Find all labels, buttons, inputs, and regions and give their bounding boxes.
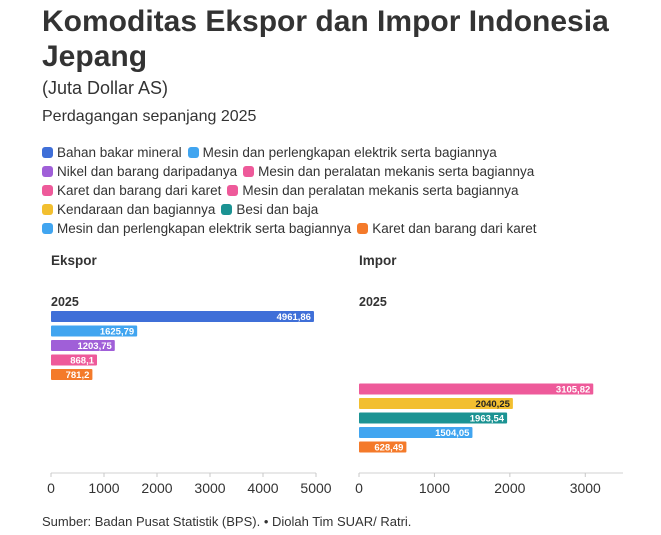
legend-label: Mesin dan perlengkapan elektrik serta ba…	[57, 221, 352, 236]
bar	[51, 354, 98, 366]
bar	[51, 311, 314, 322]
legend-item[interactable]: Mesin dan peralatan mekanis serta bagian…	[243, 164, 534, 179]
x-tick-label: 3000	[194, 480, 225, 496]
bar	[359, 412, 508, 424]
x-tick-label: 5000	[300, 480, 331, 496]
legend-item[interactable]: Mesin dan perlengkapan elektrik serta ba…	[187, 145, 497, 160]
category-label: 2025	[359, 295, 387, 309]
legend-label: Karet dan barang dari karet	[57, 183, 222, 198]
bar-value-label: 868,1	[70, 356, 94, 367]
legend-item[interactable]: Karet dan barang dari karet	[357, 221, 537, 236]
x-tick-label: 2000	[494, 480, 525, 496]
bar-value-label: 1625,79	[100, 327, 134, 338]
bar-value-label: 4961,86	[277, 312, 311, 323]
legend-item[interactable]: Kendaraan dan bagiannya	[42, 202, 215, 217]
legend-item[interactable]: Karet dan barang dari karet	[42, 183, 221, 198]
legend-item[interactable]: Mesin dan peralatan mekanis serta bagian…	[227, 183, 519, 198]
legend-swatch	[42, 166, 53, 177]
chart-subtitle-period: Perdagangan sepanjang 2025	[42, 108, 257, 125]
chart-title: Komoditas Ekspor dan Impor Indonesia Jep…	[42, 5, 609, 73]
chart-subtitle: (Juta Dollar AS)	[42, 78, 169, 98]
x-tick-label: 0	[47, 480, 55, 496]
bar	[51, 369, 93, 380]
legend: Bahan bakar mineral Mesin dan perlengkapa…	[42, 143, 652, 238]
legend-label: Mesin dan perlengkapan elektrik serta ba…	[202, 145, 497, 160]
category-label: 2025	[51, 295, 79, 309]
legend-swatch	[42, 147, 53, 158]
legend-swatch	[357, 223, 369, 234]
legend-label: Karet dan barang dari karet	[372, 221, 537, 236]
bar-value-label: 1203,75	[77, 341, 112, 352]
legend-row: Karet dan barang dari karet Mesin dan per…	[42, 181, 652, 200]
legend-swatch	[221, 204, 233, 215]
legend-row: Nikel dan barang daripadanya Mesin dan pe…	[42, 162, 652, 181]
legend-label: Mesin dan peralatan mekanis serta bagian…	[242, 183, 519, 198]
legend-item[interactable]: Besi dan baja	[221, 202, 318, 217]
source-note: Sumber: Badan Pusat Statistik (BPS). • D…	[42, 514, 412, 529]
x-tick-label: 0	[355, 480, 363, 496]
panel-title: Impor	[359, 253, 397, 268]
legend-item[interactable]: Nikel dan barang daripadanya	[42, 164, 237, 179]
legend-item[interactable]: Bahan bakar mineral	[42, 145, 182, 160]
bar-value-label: 2040,25	[476, 399, 511, 410]
bar-value-label: 3105,82	[556, 385, 590, 396]
legend-label: Nikel dan barang daripadanya	[57, 164, 238, 179]
x-tick-label: 1000	[88, 480, 119, 496]
x-tick-label: 4000	[247, 480, 278, 496]
legend-row: Bahan bakar mineral Mesin dan perlengkapa…	[42, 143, 652, 162]
bar-value-label: 628,49	[374, 443, 403, 454]
legend-label: Mesin dan peralatan mekanis serta bagian…	[258, 164, 535, 179]
bar-value-label: 781,2	[66, 370, 90, 381]
legend-swatch	[42, 223, 53, 234]
bar	[359, 427, 473, 438]
panel-title: Ekspor	[51, 253, 98, 268]
x-tick-label: 1000	[419, 480, 450, 496]
x-tick-label: 2000	[141, 480, 172, 496]
legend-swatch	[42, 185, 53, 196]
bar	[51, 325, 138, 337]
legend-label: Besi dan baja	[236, 202, 319, 217]
legend-swatch	[227, 185, 239, 196]
bar	[359, 383, 594, 395]
legend-row: Mesin dan perlengkapan elektrik serta ba…	[42, 219, 652, 238]
legend-item[interactable]: Mesin dan perlengkapan elektrik serta ba…	[42, 221, 351, 236]
legend-label: Bahan bakar mineral	[57, 145, 182, 160]
legend-swatch	[243, 166, 255, 177]
bar	[359, 398, 513, 409]
legend-swatch	[42, 204, 53, 215]
bar	[359, 441, 407, 453]
bar-value-label: 1963,54	[470, 414, 505, 425]
x-tick-label: 3000	[570, 480, 601, 496]
legend-swatch	[187, 147, 199, 158]
bar	[51, 340, 115, 351]
legend-row: Kendaraan dan bagiannya Besi dan baja	[42, 200, 652, 219]
legend-label: Kendaraan dan bagiannya	[57, 202, 216, 217]
bar-value-label: 1504,05	[435, 428, 470, 439]
